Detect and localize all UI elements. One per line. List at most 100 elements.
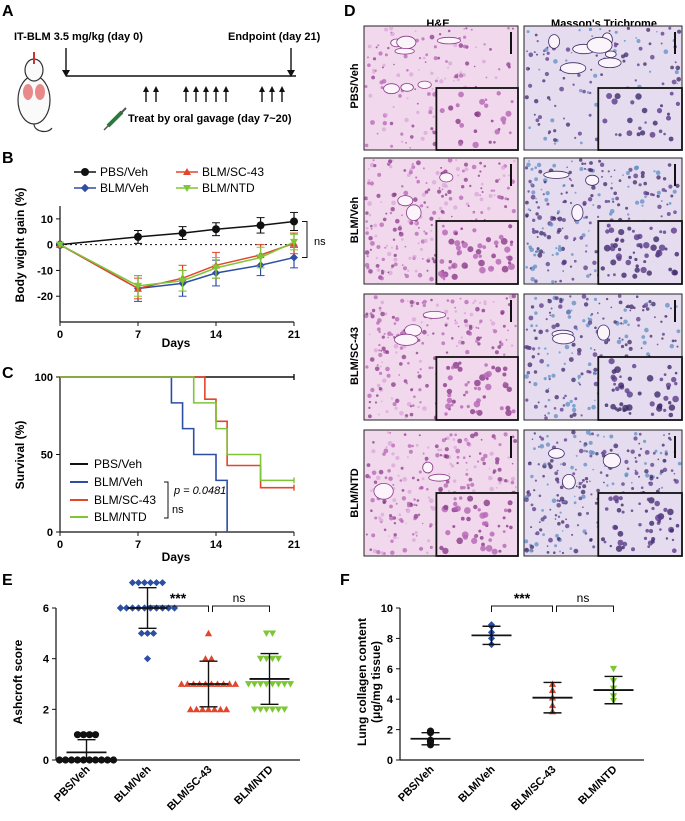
inset-texture <box>485 237 492 243</box>
inset-texture <box>643 242 650 249</box>
tissue-texture <box>364 250 370 255</box>
inset-texture <box>473 129 478 133</box>
inset-texture <box>498 549 502 553</box>
tissue-texture <box>528 160 530 162</box>
inset-texture <box>499 406 504 411</box>
inset-texture <box>631 547 635 552</box>
tissue-texture <box>592 204 595 206</box>
inset-texture <box>461 262 468 269</box>
tissue-texture <box>406 456 409 459</box>
tissue-texture <box>581 494 586 499</box>
tissue-texture <box>556 537 561 541</box>
tissue-texture <box>461 340 465 345</box>
inset-texture <box>502 530 506 533</box>
tissue-texture <box>374 366 380 372</box>
tissue-texture <box>558 304 563 309</box>
tissue-texture <box>561 227 564 230</box>
inset-texture <box>646 497 651 502</box>
inset-texture <box>614 366 621 373</box>
tissue-texture <box>385 410 389 414</box>
tissue-texture <box>436 77 439 79</box>
tissue-texture <box>369 248 372 251</box>
tissue-texture <box>381 335 385 339</box>
tissue-texture <box>544 416 548 420</box>
tissue-texture <box>466 442 471 446</box>
tissue-texture <box>624 343 628 347</box>
tissue-texture <box>387 46 390 50</box>
tissue-texture <box>563 362 566 365</box>
airway <box>383 83 400 95</box>
tissue-texture <box>638 475 640 478</box>
tissue-texture <box>626 26 631 30</box>
tissue-texture <box>423 201 427 204</box>
tissue-texture <box>467 331 473 336</box>
tissue-texture <box>586 91 590 94</box>
tissue-texture <box>399 362 403 366</box>
inset-texture <box>627 117 633 124</box>
tissue-texture <box>534 279 538 284</box>
data-point <box>212 225 220 234</box>
tissue-texture <box>379 371 383 375</box>
tissue-texture <box>555 322 560 328</box>
tissue-texture <box>529 209 532 212</box>
tissue-texture <box>429 34 435 40</box>
inset-texture <box>634 267 640 273</box>
tissue-texture <box>504 205 508 209</box>
tissue-texture <box>592 260 597 265</box>
tissue-texture <box>391 315 395 319</box>
start-arrowhead <box>62 70 70 77</box>
tissue-texture <box>389 26 394 31</box>
d-row-ntd: BLM/NTD <box>349 468 361 518</box>
tissue-texture <box>367 168 370 170</box>
tissue-texture <box>442 454 444 457</box>
tissue-texture <box>583 444 587 448</box>
tissue-texture <box>422 406 427 411</box>
tissue-texture <box>544 47 549 52</box>
tissue-texture <box>609 448 613 452</box>
tissue-texture <box>493 329 498 334</box>
tissue-texture <box>438 33 442 36</box>
tissue-texture <box>444 77 447 80</box>
inset-texture <box>608 227 615 233</box>
inset-texture <box>616 409 620 412</box>
inset-texture <box>650 244 657 251</box>
inset-texture <box>621 545 625 550</box>
tissue-texture <box>458 195 464 201</box>
tissue-texture <box>664 452 668 456</box>
inset-texture <box>460 516 465 521</box>
tissue-texture <box>430 127 434 131</box>
tissue-texture <box>526 371 531 375</box>
tissue-texture <box>449 433 453 437</box>
tissue-texture <box>383 332 386 335</box>
tissue-texture <box>557 515 561 518</box>
inset-texture <box>668 412 674 418</box>
airway <box>586 36 613 54</box>
tissue-texture <box>435 79 438 83</box>
tissue-texture <box>537 463 540 466</box>
tissue-texture <box>451 215 453 218</box>
tissue-texture <box>533 489 536 492</box>
inset-texture <box>467 246 474 253</box>
tissue-texture <box>445 60 448 63</box>
tissue-texture <box>374 234 378 238</box>
tissue-texture <box>511 435 515 439</box>
tissue-texture <box>390 267 393 270</box>
data-point <box>268 681 277 688</box>
tissue-texture <box>384 113 388 117</box>
airway <box>602 452 622 469</box>
tissue-texture <box>542 533 545 536</box>
tissue-texture <box>608 29 611 32</box>
tissue-texture <box>390 246 393 249</box>
tissue-texture <box>665 302 670 308</box>
tissue-texture <box>462 44 467 49</box>
tissue-texture <box>594 501 598 505</box>
tissue-texture <box>581 294 587 299</box>
tissue-texture <box>565 47 571 52</box>
tissue-texture <box>461 185 465 189</box>
tissue-texture <box>368 236 373 241</box>
tissue-texture <box>544 71 550 77</box>
tissue-texture <box>623 39 626 42</box>
tissue-texture <box>565 523 570 529</box>
tissue-texture <box>668 26 672 30</box>
tissue-texture <box>479 197 484 202</box>
